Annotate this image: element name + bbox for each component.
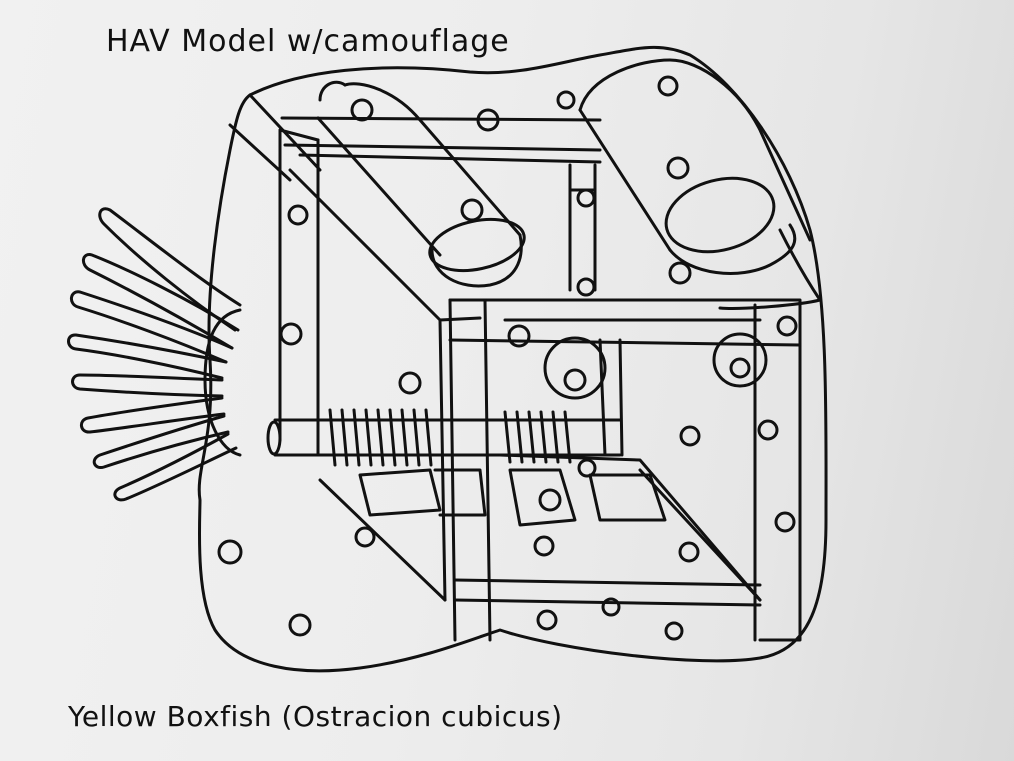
- right-cylinder: [578, 58, 822, 310]
- left-cylinder: [316, 80, 526, 288]
- top-frame-tube: [280, 116, 602, 164]
- thruster-right: [712, 332, 768, 388]
- middle-panel: [288, 168, 482, 602]
- front-box-frame: [448, 298, 802, 642]
- fish-body-outline: [197, 45, 828, 673]
- coil-rod: [266, 408, 622, 467]
- inner-bar: [598, 338, 624, 457]
- drawing-title: HAV Model w/camouflage: [106, 24, 510, 59]
- tail-fin: [67, 207, 242, 502]
- thruster-left: [543, 336, 607, 400]
- drawing-caption: Yellow Boxfish (Ostracion cubicus): [68, 700, 563, 733]
- bottom-panels: [318, 453, 762, 602]
- camouflage-spots: [217, 75, 798, 641]
- center-frame-tube: [568, 163, 597, 292]
